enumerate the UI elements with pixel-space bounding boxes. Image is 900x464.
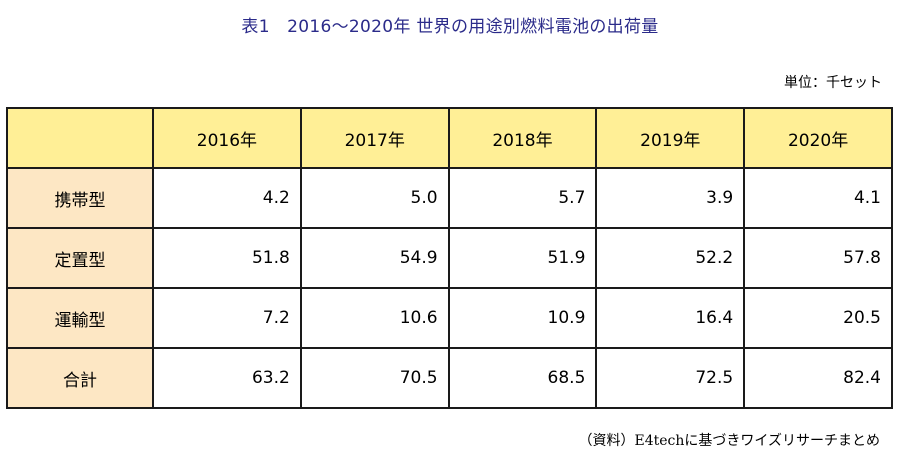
column-header: 2016年: [152, 107, 302, 169]
row-header: 運輸型: [6, 287, 154, 349]
table-cell: 10.6: [299, 287, 450, 349]
table-row: 運輸型 7.2 10.6 10.9 16.4 20.5: [6, 287, 893, 349]
row-header: 携帯型: [6, 167, 154, 229]
table-row: 定置型 51.8 54.9 51.9 52.2 57.8: [6, 227, 893, 289]
column-header: 2018年: [447, 107, 598, 169]
table-cell: 52.2: [595, 227, 746, 289]
table-cell: 72.5: [595, 347, 746, 409]
table-cell: 3.9: [595, 167, 746, 229]
table-cell: 4.2: [152, 167, 302, 229]
table-cell: 10.9: [447, 287, 598, 349]
corner-cell: [6, 107, 154, 169]
table-cell: 4.1: [743, 167, 893, 229]
table-cell: 63.2: [152, 347, 302, 409]
table-cell: 70.5: [299, 347, 450, 409]
table-title: 表1 2016〜2020年 世界の用途別燃料電池の出荷量: [241, 17, 659, 37]
table-cell: 82.4: [743, 347, 893, 409]
table-row-total: 合計 63.2 70.5 68.5 72.5 82.4: [6, 347, 893, 409]
row-header: 合計: [6, 347, 154, 409]
column-header: 2017年: [299, 107, 450, 169]
table-cell: 68.5: [447, 347, 598, 409]
table-cell: 5.7: [447, 167, 598, 229]
table-cell: 16.4: [595, 287, 746, 349]
shipment-table: 2016年 2017年 2018年 2019年 2020年 携帯型 4.2 5.…: [6, 107, 893, 409]
table-header-row: 2016年 2017年 2018年 2019年 2020年: [6, 107, 893, 169]
table-row: 携帯型 4.2 5.0 5.7 3.9 4.1: [6, 167, 893, 229]
table-cell: 5.0: [299, 167, 450, 229]
column-header: 2020年: [743, 107, 893, 169]
table-cell: 54.9: [299, 227, 450, 289]
row-header: 定置型: [6, 227, 154, 289]
table-cell: 7.2: [152, 287, 302, 349]
unit-label: 単位：千セット: [784, 75, 882, 91]
table-cell: 51.9: [447, 227, 598, 289]
source-note: （資料）E4techに基づきワイズリサーチまとめ: [578, 433, 880, 449]
table-cell: 20.5: [743, 287, 893, 349]
table-cell: 57.8: [743, 227, 893, 289]
table-cell: 51.8: [152, 227, 302, 289]
column-header: 2019年: [595, 107, 746, 169]
